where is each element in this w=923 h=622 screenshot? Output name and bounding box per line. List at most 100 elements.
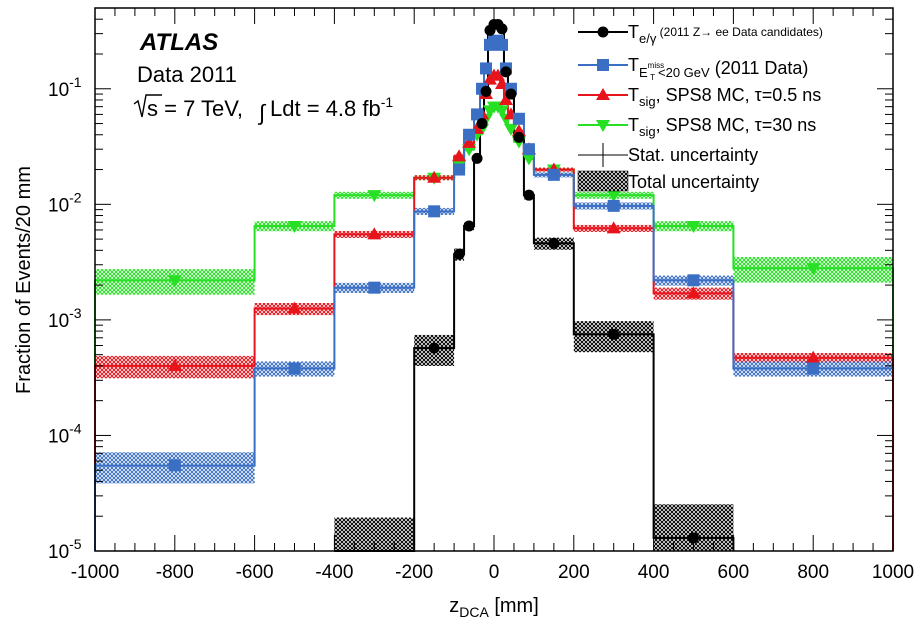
data-point: [480, 62, 493, 75]
legend-marker: [596, 88, 610, 100]
legend-entry-total: Total uncertainty: [577, 170, 759, 192]
data-point: [427, 170, 442, 183]
data-point: [168, 459, 181, 472]
legend-marker: [597, 26, 609, 38]
data-point: [607, 199, 620, 212]
data-point: [428, 205, 441, 218]
data-point: [453, 163, 466, 176]
x-tick-labels: -1000 -800 -600 -400 -200 0 200 400 600 800 1000: [71, 562, 914, 583]
data-point: [688, 532, 699, 544]
data-point: [480, 85, 492, 97]
y-tick-label: 10-4: [48, 420, 82, 447]
data-point: [167, 358, 182, 371]
y-tick-label: 10-1: [48, 74, 82, 101]
energy-text: s = 7 TeV,: [147, 96, 243, 121]
data-point: [287, 220, 302, 233]
data-point: [806, 350, 821, 363]
data-point: [505, 88, 517, 100]
data-point: [512, 112, 525, 125]
data-point: [513, 131, 525, 143]
x-tick-label: -1000: [71, 562, 120, 583]
axis-ticks: [94, 7, 894, 552]
legend-total-box: [577, 170, 629, 192]
data-point: [495, 38, 508, 51]
data-point: [806, 263, 821, 276]
x-axis-title: zDCA [mm]: [449, 595, 539, 620]
legend-entry: Te/γ (2011 Z→ ee Data candidates): [578, 22, 823, 46]
x-tick-label: -600: [236, 562, 274, 583]
x-tick-label: -400: [315, 562, 353, 583]
data-point: [523, 189, 535, 201]
data-point: [521, 153, 536, 166]
legend-label: Te/γ (2011 Z→ ee Data candidates): [628, 22, 823, 46]
legend: Te/γ (2011 Z→ ee Data candidates) TEmiss T…: [577, 22, 823, 192]
svg-text:s = 7 TeV,: s = 7 TeV,: [147, 96, 243, 121]
data-point: [547, 168, 560, 181]
series-line: [94, 105, 894, 551]
data-point: [496, 23, 508, 35]
data-point: [494, 105, 509, 118]
data-point: [500, 66, 512, 78]
integral-symbol: ∫: [257, 100, 267, 125]
legend-entry: Tsig, SPS8 MC, τ=30 ns: [578, 115, 816, 139]
data-point: [807, 362, 820, 375]
svg-text:Ldt = 4.8 fb-1: Ldt = 4.8 fb-1: [270, 94, 393, 121]
data-point: [167, 275, 182, 288]
legend-marker: [597, 59, 609, 71]
energy-lumi-label: s = 7 TeV, ∫ Ldt = 4.8 fb-1: [133, 94, 393, 125]
y-tick-labels: 10-5 10-4 10-3 10-2 10-1: [48, 74, 82, 563]
experiment-label: ATLAS: [139, 29, 218, 56]
data-point: [686, 286, 701, 299]
x-tick-label: 1000: [872, 562, 914, 583]
data-point: [288, 362, 301, 375]
x-tick-label: 200: [558, 562, 590, 583]
x-tick-label: 400: [638, 562, 670, 583]
data-point: [476, 118, 488, 130]
legend-label: TEmiss T <20 GeV (2011 Data): [628, 55, 808, 82]
data-point: [471, 108, 484, 121]
data-point: [428, 342, 440, 354]
data-point: [490, 68, 505, 81]
data-point: [606, 221, 621, 234]
data-point: [463, 128, 476, 141]
lumi-text: Ldt = 4.8 fb: [270, 96, 381, 121]
legend-entry: TEmiss T <20 GeV (2011 Data): [578, 55, 808, 82]
x-tick-label: 600: [718, 562, 750, 583]
y-axis-title: Fraction of Events/20 mm: [13, 166, 35, 394]
data-point: [548, 237, 560, 249]
data-point: [368, 281, 381, 294]
y-tick-label: 10-5: [48, 536, 82, 563]
data-point: [452, 149, 467, 162]
data-point: [367, 190, 382, 203]
legend-label: Stat. uncertainty: [628, 145, 758, 165]
legend-label: Total uncertainty: [628, 172, 759, 192]
legend-entry: Tsig, SPS8 MC, τ=0.5 ns: [578, 85, 821, 109]
data-point: [471, 152, 483, 164]
lumi-exponent: -1: [381, 94, 394, 110]
data-point: [367, 227, 382, 240]
legend-label: Tsig, SPS8 MC, τ=30 ns: [628, 115, 816, 139]
x-tick-label: 800: [797, 562, 829, 583]
sqrt-symbol: [133, 94, 162, 118]
y-tick-label: 10-2: [48, 189, 82, 216]
plot-annotation: ATLAS Data 2011 s = 7 TeV, ∫ Ldt = 4.8 f…: [133, 29, 393, 125]
data-point: [687, 274, 700, 287]
legend-label: Tsig, SPS8 MC, τ=0.5 ns: [628, 85, 821, 109]
data-point: [522, 143, 535, 156]
x-tick-label: -200: [395, 562, 433, 583]
y-tick-label: 10-3: [48, 305, 82, 332]
data-point: [498, 92, 513, 105]
x-tick-label: 0: [489, 562, 500, 583]
data-point: [686, 220, 701, 233]
data-point: [462, 135, 477, 148]
data-point: [606, 190, 621, 203]
x-tick-label: -800: [156, 562, 194, 583]
data-point: [463, 220, 475, 232]
data-point: [503, 123, 518, 136]
dataset-label: Data 2011: [137, 62, 237, 87]
legend-entry-stat: Stat. uncertainty: [578, 143, 758, 167]
data-point: [608, 328, 620, 340]
data-point: [453, 248, 465, 260]
